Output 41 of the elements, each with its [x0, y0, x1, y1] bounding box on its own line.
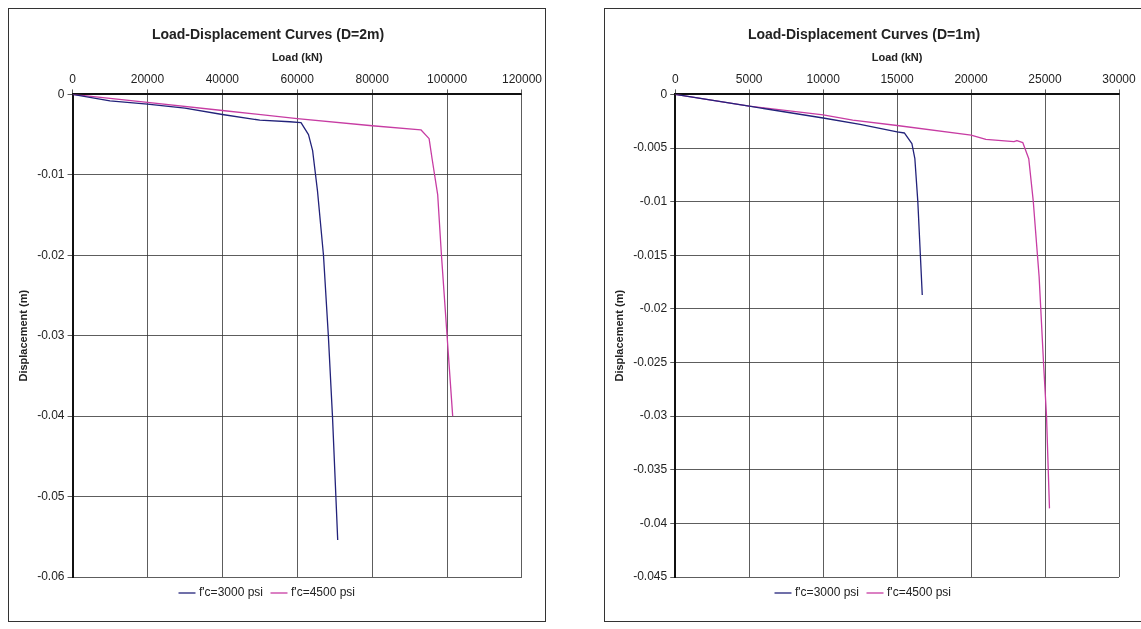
x-tick-label: 80000: [355, 71, 390, 86]
legend-label: f'c=3000 psi: [199, 585, 264, 600]
y-tick-label: -0.025: [633, 354, 668, 369]
y-axis-title: Displacement (m): [16, 289, 29, 382]
x-axis-title: Load (kN): [271, 51, 323, 64]
y-tick-label: -0.035: [633, 462, 668, 477]
y-tick-label: -0.045: [633, 569, 668, 584]
x-tick-label: 15000: [880, 71, 915, 86]
y-tick-label: -0.01: [37, 167, 65, 182]
x-tick-label: 0: [671, 71, 679, 86]
x-axis-title: Load (kN): [871, 51, 923, 64]
y-tick-label: 0: [660, 86, 668, 101]
y-tick-label: -0.02: [639, 301, 668, 316]
y-tick-label: -0.02: [37, 247, 65, 262]
chart-title: Load-Displacement Curves (D=1m): [747, 26, 981, 43]
legend-label: f'c=3000 psi: [795, 585, 860, 600]
y-tick-label: -0.03: [639, 408, 668, 423]
y-tick-label: -0.01: [639, 193, 668, 208]
y-tick-label: -0.005: [633, 140, 668, 155]
x-tick-label: 60000: [280, 71, 315, 86]
x-tick-label: 10000: [806, 71, 841, 86]
legend-label: f'c=4500 psi: [887, 585, 952, 600]
y-tick-label: -0.04: [37, 408, 65, 423]
x-tick-label: 20000: [954, 71, 989, 86]
y-tick-label: -0.04: [639, 515, 668, 530]
legend-label: f'c=4500 psi: [291, 585, 356, 600]
y-tick-label: -0.015: [633, 247, 668, 262]
x-tick-label: 40000: [205, 71, 240, 86]
x-tick-label: 20000: [130, 71, 165, 86]
x-tick-label: 100000: [427, 71, 468, 86]
x-tick-label: 5000: [735, 71, 763, 86]
y-axis-title: Displacement (m): [612, 289, 625, 382]
y-tick-label: 0: [57, 86, 65, 101]
chart-title: Load-Displacement Curves (D=2m): [151, 26, 385, 43]
y-tick-label: -0.05: [37, 488, 65, 503]
x-tick-label: 0: [69, 71, 77, 86]
x-tick-label: 120000: [501, 71, 543, 86]
x-tick-label: 30000: [1102, 71, 1137, 86]
y-tick-label: -0.06: [37, 569, 65, 584]
x-tick-label: 25000: [1028, 71, 1063, 86]
y-tick-label: -0.03: [37, 328, 65, 343]
